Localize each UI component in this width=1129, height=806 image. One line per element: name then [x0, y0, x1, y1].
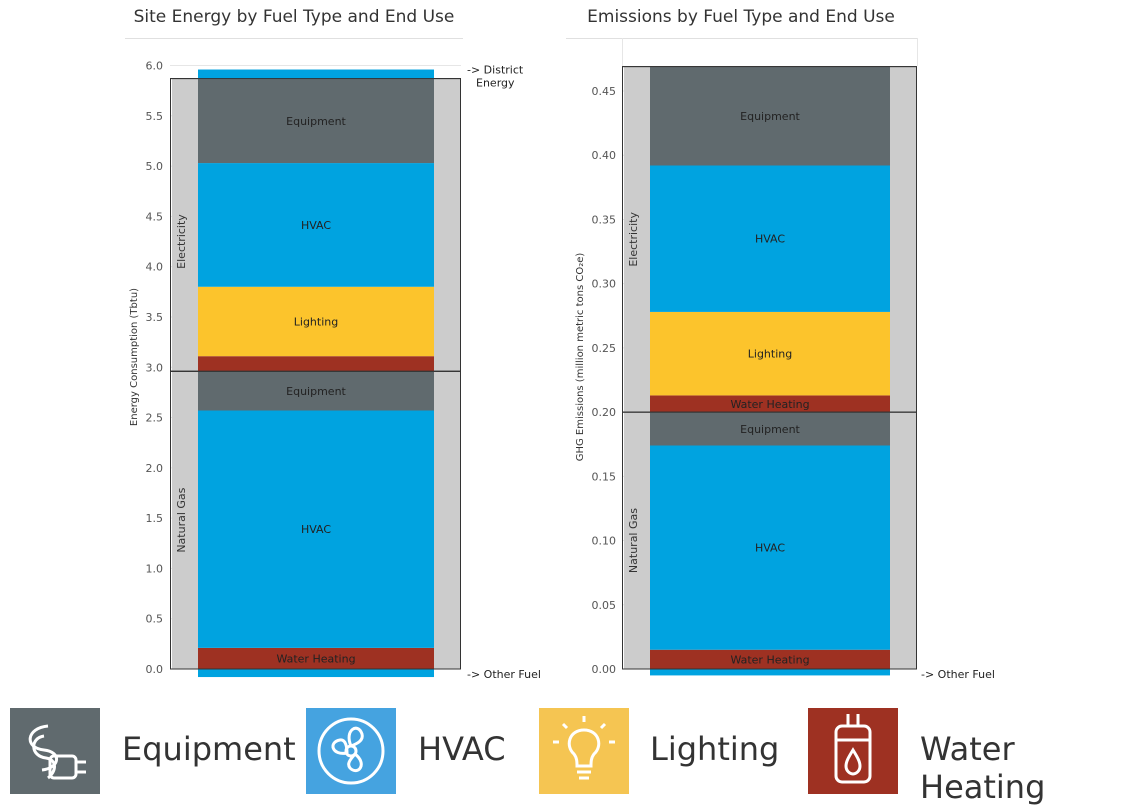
- y-tick-label: 2.0: [146, 462, 164, 475]
- segment-label: Water Heating: [276, 652, 355, 665]
- y-tick-label: 0.35: [592, 213, 617, 226]
- y-tick-label: 2.5: [146, 412, 164, 425]
- y-tick-label: 1.5: [146, 512, 164, 525]
- segment-label: Water Heating: [730, 398, 809, 411]
- fuel-band-electricity: [624, 66, 650, 413]
- y-tick-label: 3.5: [146, 311, 164, 324]
- bar-segment-electricity-lighting: [198, 286, 434, 357]
- legend-label-hvac: HVAC: [418, 730, 506, 768]
- bar-segment-natural-gas-water-heating: [198, 647, 434, 669]
- bar-segment-electricity-equipment: [198, 78, 434, 164]
- chart-2: Emissions by Fuel Type and End Use 0.00 0.…: [566, 7, 995, 681]
- segment-label: HVAC: [755, 233, 785, 246]
- y-tick-label: 1.0: [146, 562, 164, 575]
- bar-segment-district-energy-hvac: [198, 69, 434, 79]
- y-tick-label: 0.15: [592, 470, 617, 483]
- segment-label: Equipment: [286, 115, 346, 128]
- segment-label: Equipment: [286, 385, 346, 398]
- bar-segment-electricity-water-heating: [198, 356, 434, 372]
- fuel-band-electricity: [172, 78, 198, 372]
- bar-segment-electricity-hvac: [198, 163, 434, 287]
- segment-label: Equipment: [740, 110, 800, 123]
- annotation-energy: Energy: [476, 77, 515, 90]
- y-tick-label: 0.20: [592, 406, 617, 419]
- y-tick-label: 0.05: [592, 599, 617, 612]
- fan-icon: [306, 708, 396, 794]
- legend-label-lighting: Lighting: [650, 730, 780, 768]
- fuel-label-natural-gas: Natural Gas: [175, 487, 188, 552]
- fuel-band-natural-gas: [172, 371, 198, 669]
- y-tick-label: 0.0: [146, 663, 164, 676]
- legend-label-equipment: Equipment: [122, 730, 296, 768]
- annotation-district: -> District: [467, 64, 524, 77]
- fuel-label-electricity: Electricity: [175, 214, 188, 269]
- y-tick-label: 6.0: [146, 60, 164, 73]
- plug-icon: [10, 708, 100, 794]
- segment-label: Water Heating: [730, 653, 809, 666]
- fuel-label-natural-gas: Natural Gas: [627, 508, 640, 573]
- y-tick-label: 4.0: [146, 261, 164, 274]
- y-tick-label: 0.5: [146, 613, 164, 626]
- bar-segment-natural-gas-hvac: [198, 410, 434, 648]
- water-heater-icon: [808, 708, 898, 794]
- bar-segment-electricity-equipment: [650, 66, 890, 166]
- fuel-band-natural-gas: [890, 412, 916, 669]
- bar-segment-natural-gas-hvac: [650, 445, 890, 650]
- segment-label: Equipment: [740, 423, 800, 436]
- y-tick-label: 0.10: [592, 535, 617, 548]
- y-tick-label: 5.0: [146, 160, 164, 173]
- segment-label: HVAC: [301, 523, 331, 536]
- lightbulb-icon: [539, 708, 629, 794]
- y-tick-label: 0.00: [592, 663, 617, 676]
- bar-segment-natural-gas-equipment: [650, 412, 890, 446]
- bar-segment-other-fuel-hvac: [198, 669, 434, 678]
- y-tick-label: 0.25: [592, 342, 617, 355]
- y-axis-label: GHG Emissions (million metric tons CO₂e): [575, 253, 586, 462]
- y-tick-label: 5.5: [146, 110, 164, 123]
- fuel-band-electricity: [434, 78, 460, 372]
- bar-segment-natural-gas-equipment: [198, 371, 434, 411]
- fuel-label-electricity: Electricity: [627, 212, 640, 267]
- chart-title: Site Energy by Fuel Type and End Use: [134, 7, 455, 27]
- segment-label: HVAC: [755, 542, 785, 555]
- fuel-frame-border: [622, 66, 917, 413]
- y-axis-label: Energy Consumption (Tbtu): [129, 288, 140, 426]
- fuel-band-natural-gas: [434, 371, 460, 669]
- segment-label: HVAC: [301, 219, 331, 232]
- y-tick-label: 0.30: [592, 278, 617, 291]
- y-tick-label: 0.40: [592, 149, 617, 162]
- bar-segment-other-fuel-hvac: [650, 669, 890, 676]
- bar-segment-electricity-water-heating: [650, 395, 890, 413]
- y-tick-label: 4.5: [146, 210, 164, 223]
- annotation-other-fuel: -> Other Fuel: [921, 668, 995, 681]
- bar-segment-electricity-hvac: [650, 165, 890, 312]
- y-tick-label: 3.0: [146, 361, 164, 374]
- bar-segment-natural-gas-water-heating: [650, 649, 890, 669]
- fuel-band-natural-gas: [624, 412, 650, 669]
- y-tick-label: 0.45: [592, 85, 617, 98]
- legend-label-water-heating: Water Heating: [920, 730, 1046, 806]
- fuel-frame-border: [170, 78, 461, 372]
- segment-label: Lighting: [748, 348, 792, 361]
- chart-1: Site Energy by Fuel Type and End Use 0.0 0…: [125, 7, 541, 681]
- segment-label: Lighting: [294, 315, 338, 328]
- fuel-band-electricity: [890, 66, 916, 413]
- charts-area: Site Energy by Fuel Type and End Use0.00…: [125, 7, 995, 681]
- chart-title: Emissions by Fuel Type and End Use: [587, 7, 895, 27]
- bar-segment-electricity-lighting: [650, 311, 890, 396]
- annotation-other-fuel: -> Other Fuel: [467, 668, 541, 681]
